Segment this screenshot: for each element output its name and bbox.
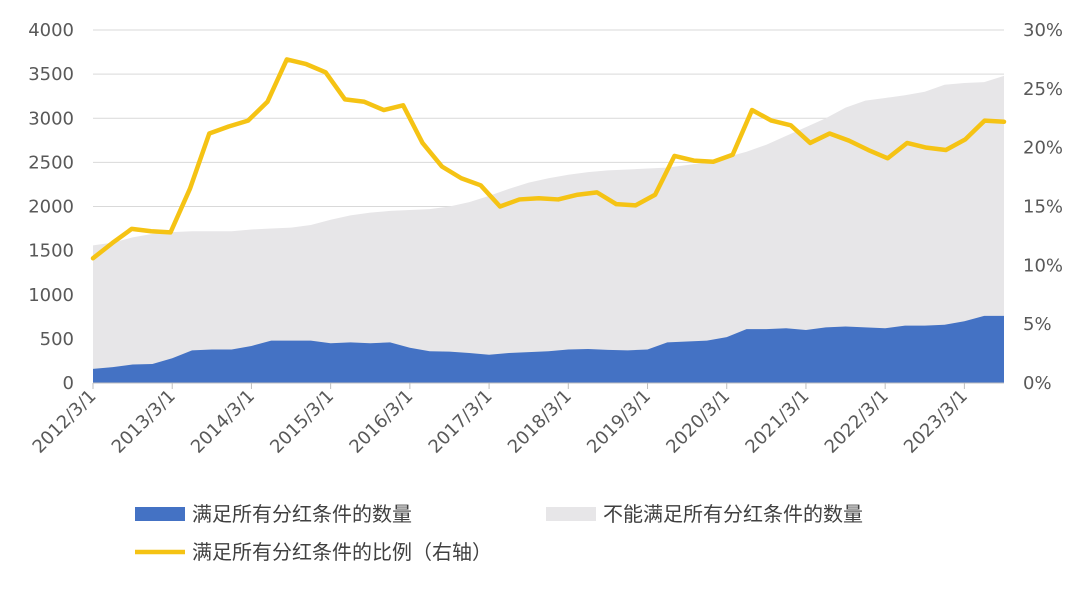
x-tick-label: 2015/3/1 xyxy=(266,386,338,458)
area-satisfying-count xyxy=(93,315,1004,383)
legend-label-not-satisfying-count: 不能满足所有分红条件的数量 xyxy=(603,502,863,526)
y-tick-label: 0 xyxy=(63,373,74,394)
line-ratio-right-axis xyxy=(90,57,1007,261)
legend-swatch-satisfying-count xyxy=(135,507,185,521)
y-tick-label: 3000 xyxy=(28,108,74,129)
y-tick-label: 1000 xyxy=(28,285,74,306)
x-tick-label: 2021/3/1 xyxy=(741,386,813,458)
x-tick-label: 2020/3/1 xyxy=(662,386,734,458)
y2-tick-label: 20% xyxy=(1023,138,1063,159)
x-tick-label: 2013/3/1 xyxy=(108,386,180,458)
y-tick-label: 3500 xyxy=(28,64,74,85)
y2-tick-label: 0% xyxy=(1023,373,1052,394)
y2-tick-label: 10% xyxy=(1023,255,1063,276)
y2-tick-label: 30% xyxy=(1023,20,1063,41)
legend-swatch-not-satisfying-count xyxy=(546,507,596,521)
y-tick-label: 1500 xyxy=(28,241,74,262)
y2-tick-label: 5% xyxy=(1023,314,1052,335)
x-tick-label: 2019/3/1 xyxy=(583,386,655,458)
legend-label-satisfying-count: 满足所有分红条件的数量 xyxy=(192,502,412,526)
y2-tick-label: 25% xyxy=(1023,79,1063,100)
y-tick-label: 500 xyxy=(40,329,74,350)
legend-label-ratio: 满足所有分红条件的比例（右轴） xyxy=(192,540,492,564)
x-tick-label: 2022/3/1 xyxy=(821,386,893,458)
y-tick-label: 2500 xyxy=(28,152,74,173)
x-tick-label: 2014/3/1 xyxy=(187,386,259,458)
y-tick-label: 2000 xyxy=(28,197,74,218)
y-tick-label: 4000 xyxy=(28,20,74,41)
x-tick-label: 2017/3/1 xyxy=(425,386,497,458)
x-tick-label: 2016/3/1 xyxy=(345,386,417,458)
x-tick-label: 2012/3/1 xyxy=(29,386,101,458)
x-tick-label: 2018/3/1 xyxy=(504,386,576,458)
line-series-layer xyxy=(90,57,1007,261)
x-tick-label: 2023/3/1 xyxy=(900,386,972,458)
area-series-layer xyxy=(93,75,1004,383)
y2-tick-label: 15% xyxy=(1023,197,1063,218)
area-not-satisfying-count xyxy=(93,75,1004,383)
